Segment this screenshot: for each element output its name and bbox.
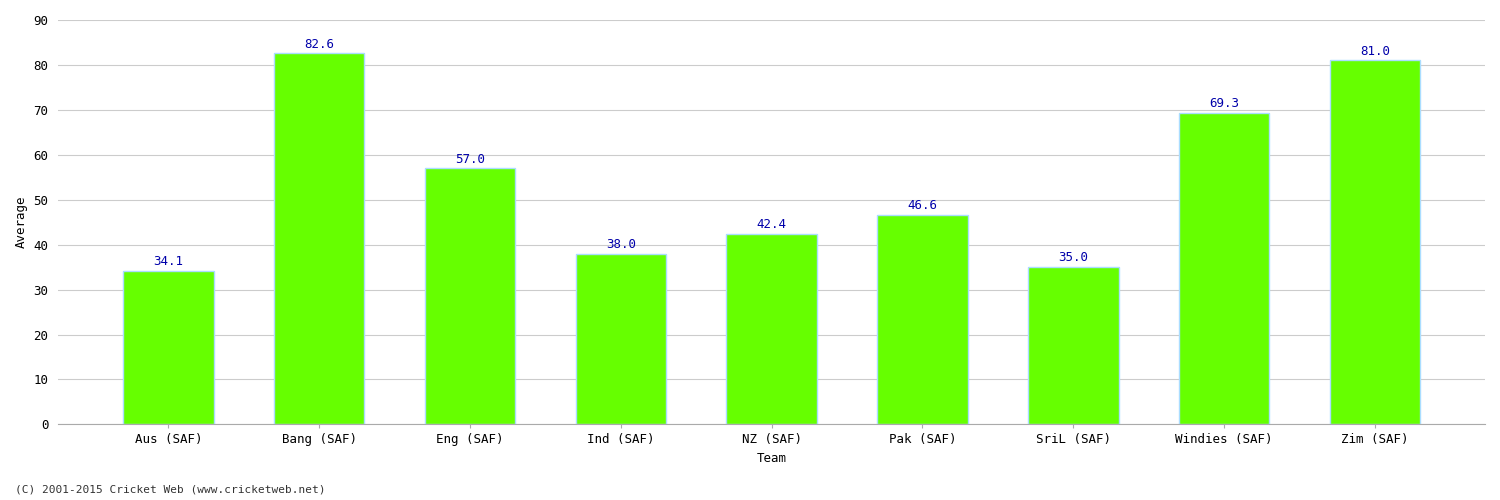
Bar — [274, 54, 364, 424]
Bar — [1028, 267, 1119, 424]
Text: 38.0: 38.0 — [606, 238, 636, 251]
Y-axis label: Average: Average — [15, 196, 28, 248]
Bar — [726, 234, 818, 424]
Text: 81.0: 81.0 — [1360, 44, 1390, 58]
Bar — [576, 254, 666, 424]
X-axis label: Team: Team — [756, 452, 786, 465]
Text: (C) 2001-2015 Cricket Web (www.cricketweb.net): (C) 2001-2015 Cricket Web (www.cricketwe… — [15, 485, 326, 495]
Text: 35.0: 35.0 — [1059, 252, 1089, 264]
Text: 57.0: 57.0 — [454, 152, 484, 166]
Text: 82.6: 82.6 — [304, 38, 334, 51]
Text: 34.1: 34.1 — [153, 256, 183, 268]
Text: 42.4: 42.4 — [756, 218, 786, 231]
Bar — [1179, 113, 1269, 424]
Bar — [878, 215, 968, 424]
Text: 69.3: 69.3 — [1209, 98, 1239, 110]
Text: 46.6: 46.6 — [908, 200, 938, 212]
Bar — [1329, 60, 1420, 424]
Bar — [123, 271, 213, 424]
Bar — [424, 168, 516, 424]
